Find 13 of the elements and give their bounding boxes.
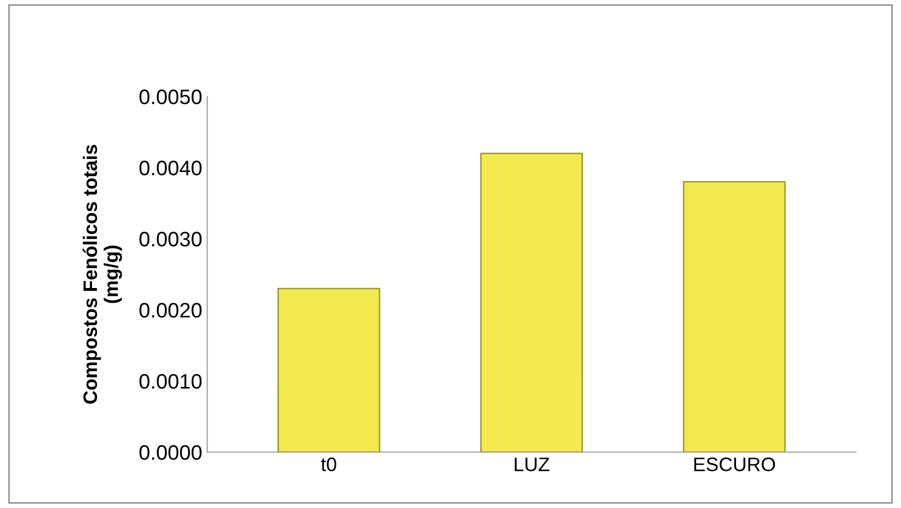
bar xyxy=(480,152,583,452)
y-tick-label: 0.0020 xyxy=(139,302,202,318)
y-axis-title: Compostos Fenólicos totais (mg/g) xyxy=(82,144,122,404)
x-tick-label: t0 xyxy=(321,457,336,472)
y-tick-label: 0.0030 xyxy=(139,232,202,247)
bar xyxy=(682,181,786,452)
y-tick-label: 0.0010 xyxy=(139,374,202,389)
x-tick-label: LUZ xyxy=(514,458,550,472)
y-tick-label: 0.0050 xyxy=(139,90,202,104)
y-tick-label: 0.0000 xyxy=(139,445,202,460)
y-tick-label: 0.0040 xyxy=(139,160,202,176)
bar xyxy=(277,288,380,452)
x-tick-label: ESCURO xyxy=(694,457,775,472)
